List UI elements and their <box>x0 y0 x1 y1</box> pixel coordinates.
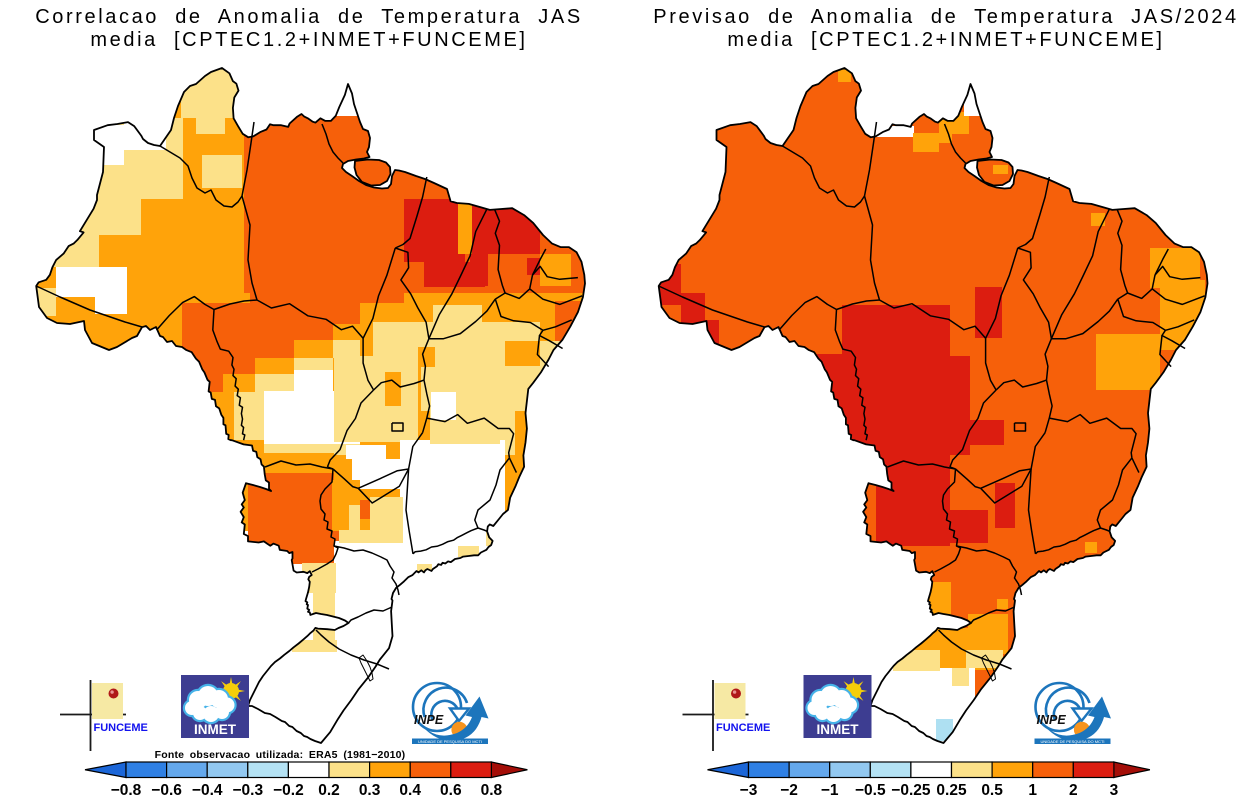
svg-text:0.4: 0.4 <box>399 782 421 799</box>
svg-text:INPE: INPE <box>414 713 444 727</box>
svg-text:1: 1 <box>1028 782 1037 799</box>
svg-text:−1: −1 <box>821 782 839 799</box>
svg-text:FUNCEME: FUNCEME <box>94 722 148 734</box>
svg-text:0.5: 0.5 <box>981 782 1003 799</box>
svg-text:INMET: INMET <box>817 722 860 737</box>
svg-text:0.25: 0.25 <box>936 782 967 799</box>
svg-text:−0.2: −0.2 <box>273 782 304 799</box>
svg-text:FUNCEME: FUNCEME <box>716 722 770 734</box>
svg-text:3: 3 <box>1110 782 1119 799</box>
svg-text:0.8: 0.8 <box>481 782 503 799</box>
svg-text:−2: −2 <box>780 782 798 799</box>
svg-text:−3: −3 <box>740 782 758 799</box>
svg-text:−0.25: −0.25 <box>891 782 931 799</box>
svg-text:UNIDADE DE PESQUISA DO MCTI: UNIDADE DE PESQUISA DO MCTI <box>1040 739 1104 744</box>
svg-text:UNIDADE DE PESQUISA DO MCTI: UNIDADE DE PESQUISA DO MCTI <box>418 739 482 744</box>
svg-text:−0.3: −0.3 <box>232 782 263 799</box>
svg-text:−0.5: −0.5 <box>855 782 886 799</box>
svg-text:−0.8: −0.8 <box>111 782 142 799</box>
svg-text:−0.4: −0.4 <box>192 782 223 799</box>
svg-text:INPE: INPE <box>1037 713 1067 727</box>
svg-text:INMET: INMET <box>194 722 237 737</box>
svg-text:0.3: 0.3 <box>359 782 381 799</box>
svg-text:2: 2 <box>1069 782 1078 799</box>
svg-text:−0.6: −0.6 <box>151 782 182 799</box>
svg-text:0.2: 0.2 <box>318 782 340 799</box>
svg-text:0.6: 0.6 <box>440 782 462 799</box>
